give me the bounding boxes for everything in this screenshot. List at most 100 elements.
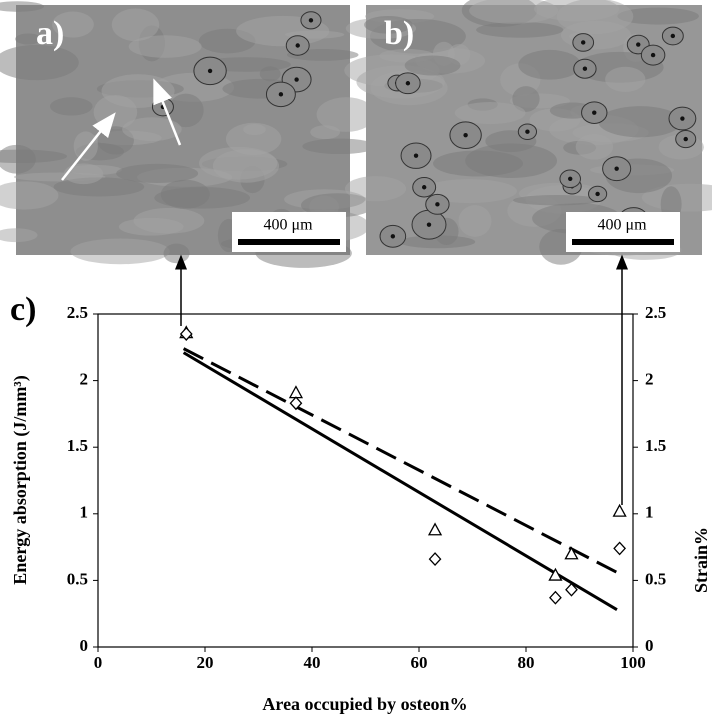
trend-line	[182, 347, 618, 574]
texture	[617, 7, 699, 25]
texture	[364, 15, 413, 34]
texture	[198, 146, 278, 180]
canal	[278, 92, 284, 97]
panel-label: c)	[10, 291, 36, 328]
panel-label: b)	[384, 15, 414, 52]
sem-panel-a	[0, 1, 377, 268]
texture	[225, 122, 282, 156]
texture	[111, 8, 160, 42]
x-tick-label: 80	[518, 653, 535, 672]
arrow	[61, 112, 116, 181]
point	[549, 590, 562, 605]
canal	[390, 234, 396, 239]
y-axis-label: Energy absorption (J/mm³)	[10, 375, 31, 584]
canal	[670, 33, 676, 39]
scale-label: 400 μm	[263, 217, 313, 234]
point	[289, 396, 303, 411]
texture	[163, 243, 190, 264]
canal	[650, 52, 656, 58]
texture	[512, 86, 540, 112]
canal	[463, 132, 468, 138]
texture	[160, 179, 210, 209]
canal	[525, 129, 530, 134]
canal	[568, 176, 573, 181]
canal	[308, 18, 314, 23]
canal	[405, 81, 411, 86]
texture	[454, 101, 526, 125]
scale-box	[566, 212, 680, 252]
texture	[302, 138, 377, 155]
point	[288, 385, 304, 399]
y-tick-label: 1.5	[67, 436, 88, 455]
y-tick-label: 0	[80, 636, 89, 655]
y2-tick-label: 2.5	[645, 303, 666, 322]
point	[612, 503, 627, 517]
texture	[118, 217, 184, 236]
y-tick-label: 2	[80, 370, 89, 389]
texture	[128, 35, 202, 58]
texture	[605, 66, 646, 92]
texture	[15, 33, 42, 45]
texture	[575, 133, 614, 160]
canal	[595, 191, 600, 197]
y-tick-label: 1	[80, 503, 89, 522]
texture	[116, 163, 199, 183]
point	[565, 582, 578, 597]
texture	[465, 143, 558, 178]
x-tick-label: 60	[411, 653, 428, 672]
y2-tick-label: 2	[645, 370, 654, 389]
point	[613, 541, 627, 556]
texture	[300, 193, 374, 218]
arrow	[153, 78, 182, 146]
texture	[0, 228, 38, 243]
x-tick-label: 40	[304, 653, 321, 672]
y2-tick-label: 0	[645, 636, 654, 655]
texture	[0, 149, 67, 163]
point	[564, 546, 579, 560]
y-tick-label: 2.5	[67, 303, 88, 322]
y2-tick-label: 1.5	[645, 436, 666, 455]
canal	[294, 77, 299, 82]
texture	[0, 44, 79, 81]
trend-line	[182, 351, 618, 611]
texture	[344, 176, 407, 202]
scale-box	[232, 212, 346, 252]
texture	[70, 238, 170, 265]
texture	[0, 181, 59, 210]
x-tick-label: 0	[94, 653, 103, 672]
canal	[581, 40, 586, 45]
canal	[435, 202, 440, 207]
point	[548, 567, 563, 581]
y2-axis-label: Strain%	[691, 527, 711, 593]
panel-label: a)	[36, 15, 64, 52]
texture	[63, 163, 104, 185]
texture	[122, 117, 182, 142]
x-tick-label: 20	[197, 653, 214, 672]
x-tick-label: 100	[620, 653, 646, 672]
canal	[680, 116, 685, 121]
scale-label: 400 μm	[597, 217, 647, 234]
texture	[556, 0, 634, 35]
texture	[0, 1, 44, 12]
canal	[582, 66, 588, 71]
canal	[421, 185, 427, 190]
texture	[52, 11, 94, 38]
texture	[316, 97, 376, 132]
y2-tick-label: 0.5	[645, 569, 666, 588]
canal	[413, 153, 419, 158]
canal	[614, 166, 619, 171]
point	[427, 522, 443, 536]
canal	[295, 43, 300, 48]
texture	[458, 205, 492, 237]
texture	[518, 49, 582, 80]
canal	[683, 136, 688, 142]
texture	[476, 22, 564, 38]
point	[428, 552, 442, 567]
canal	[207, 68, 213, 74]
canal	[592, 110, 597, 115]
canal	[636, 42, 641, 47]
texture	[598, 106, 683, 138]
texture	[404, 55, 461, 76]
